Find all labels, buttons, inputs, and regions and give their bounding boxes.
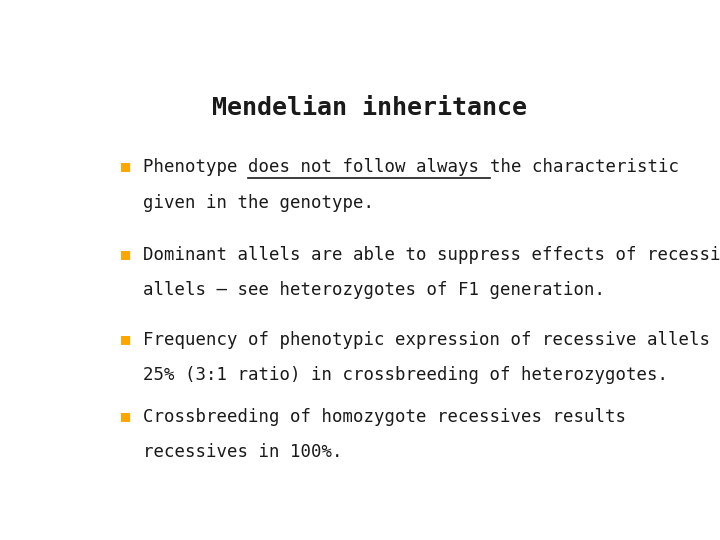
Text: 25% (3:1 ratio) in crossbreeding of heterozygotes.: 25% (3:1 ratio) in crossbreeding of hete… (143, 366, 668, 384)
Text: ■: ■ (121, 408, 130, 423)
Text: ■: ■ (121, 158, 130, 173)
Text: Crossbreeding of homozygote recessives results: Crossbreeding of homozygote recessives r… (143, 408, 626, 426)
Text: ■: ■ (121, 246, 130, 261)
Text: does not follow always: does not follow always (248, 158, 490, 177)
Text: Phenotype: Phenotype (143, 158, 248, 177)
Text: given in the genotype.: given in the genotype. (143, 194, 374, 212)
Text: Frequency of phenotypic expression of recessive allels is: Frequency of phenotypic expression of re… (143, 331, 720, 349)
Text: the characteristic: the characteristic (490, 158, 678, 177)
Text: Mendelian inheritance: Mendelian inheritance (212, 96, 526, 120)
Text: allels – see heterozygotes of F1 generation.: allels – see heterozygotes of F1 generat… (143, 281, 605, 299)
Text: recessives in 100%.: recessives in 100%. (143, 443, 343, 461)
Text: ■: ■ (121, 331, 130, 346)
Text: Dominant allels are able to suppress effects of recessive: Dominant allels are able to suppress eff… (143, 246, 720, 264)
